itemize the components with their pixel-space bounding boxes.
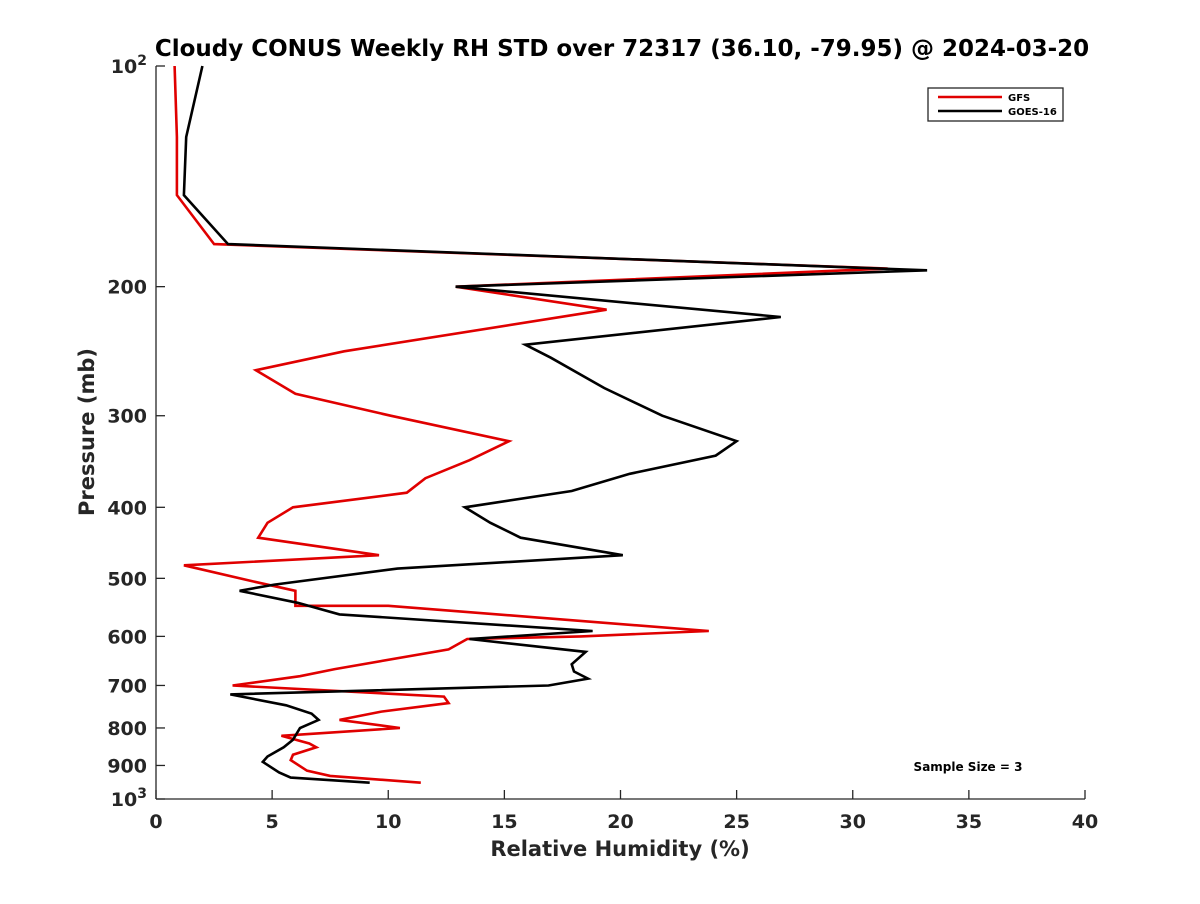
y-tick-label: 102 — [111, 53, 147, 78]
y-tick-label: 700 — [107, 675, 147, 697]
x-tick-label: 35 — [956, 811, 982, 833]
legend: GFS GOES-16 — [927, 87, 1064, 122]
y-tick-label: 900 — [107, 755, 147, 777]
x-tick-label: 20 — [607, 811, 633, 833]
legend-label-goes-16: GOES-16 — [1008, 107, 1057, 118]
series-layer — [173, 65, 928, 784]
y-axis-label: Pressure (mb) — [75, 348, 99, 516]
y-tick-label: 800 — [107, 718, 147, 740]
plot-area — [156, 66, 1085, 799]
chart-title: Cloudy CONUS Weekly RH STD over 72317 (3… — [155, 36, 1089, 62]
sample-size-annotation: Sample Size = 3 — [914, 760, 1023, 774]
x-tick-label: 15 — [491, 811, 517, 833]
x-tick-label: 25 — [723, 811, 749, 833]
legend-box — [927, 87, 1064, 122]
y-tick-label: 103 — [111, 786, 147, 811]
y-tick-label: 500 — [107, 568, 147, 590]
x-axis-label: Relative Humidity (%) — [490, 837, 749, 861]
y-tick-label: 300 — [107, 406, 147, 428]
x-tick-label: 30 — [840, 811, 866, 833]
x-tick-label: 40 — [1072, 811, 1098, 833]
y-tick-label: 600 — [107, 626, 147, 648]
y-tick-label: 200 — [107, 277, 147, 299]
x-tick-label: 5 — [266, 811, 279, 833]
x-tick-label: 0 — [149, 811, 162, 833]
legend-label-gfs: GFS — [1008, 93, 1030, 104]
series-line-gfs — [173, 65, 888, 784]
y-tick-label: 400 — [107, 497, 147, 519]
x-tick-label: 10 — [375, 811, 401, 833]
series-line-goes-16 — [182, 65, 928, 784]
axis-layer: 0 5 10 15 20 25 30 35 40 102 200 300 400 500 600 700 800… — [107, 53, 1098, 833]
